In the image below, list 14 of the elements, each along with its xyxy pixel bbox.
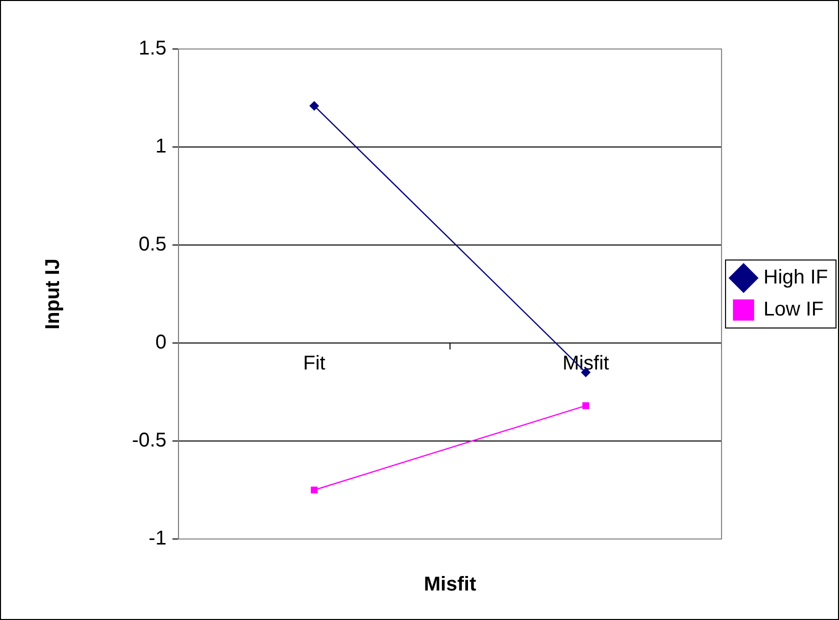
point [582, 402, 590, 410]
x-tick-label: Fit [303, 352, 326, 375]
point [310, 486, 318, 494]
y-tick-label: 0.5 [138, 234, 166, 256]
y-tick-label: -1 [148, 528, 166, 550]
legend-label: High IF [764, 266, 828, 289]
y-axis-title: Input IJ [42, 258, 64, 330]
legend-label: Low IF [764, 298, 824, 321]
point [310, 101, 319, 110]
y-tick-label: -0.5 [132, 430, 166, 452]
y-tick-label: 1 [155, 136, 166, 158]
y-tick-label: 1.5 [138, 38, 166, 60]
y-tick-label: 0 [155, 332, 166, 354]
x-axis-title: Misfit [424, 574, 476, 596]
